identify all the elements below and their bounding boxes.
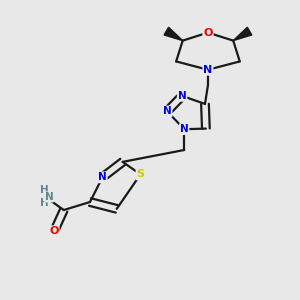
Text: N: N <box>203 65 213 75</box>
Text: H: H <box>40 199 48 208</box>
Polygon shape <box>233 27 252 40</box>
Polygon shape <box>164 27 183 40</box>
Text: N: N <box>45 192 53 202</box>
Text: N: N <box>98 172 107 182</box>
Text: O: O <box>203 28 213 38</box>
Text: N: N <box>180 124 189 134</box>
Text: H: H <box>40 185 48 195</box>
Text: N: N <box>178 91 187 101</box>
Text: S: S <box>136 169 145 179</box>
Text: N: N <box>163 106 172 116</box>
Text: O: O <box>50 226 59 236</box>
